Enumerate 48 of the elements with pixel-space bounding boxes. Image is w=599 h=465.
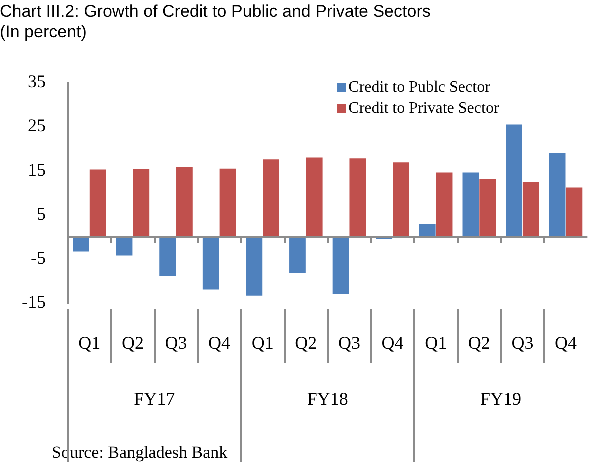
bar	[419, 224, 436, 238]
bar	[202, 237, 220, 290]
bar	[220, 168, 236, 238]
bar	[246, 237, 263, 296]
x-tick-label: Q1	[252, 332, 274, 353]
text: FY18	[307, 389, 348, 410]
x-tick-label: Q3	[165, 332, 188, 353]
bar	[290, 237, 306, 274]
bar	[133, 169, 150, 238]
bar	[160, 237, 176, 276]
bar	[332, 237, 350, 294]
bar	[549, 153, 566, 238]
bar	[480, 178, 496, 238]
x-tick-label: Q2	[468, 332, 490, 353]
x-tick-label: Q1	[425, 332, 448, 353]
x-tick-label: Q4	[555, 332, 577, 353]
bar	[566, 188, 583, 238]
x-tick-label: Q4	[208, 332, 231, 353]
x-tick-label: Q3	[338, 332, 360, 353]
x-tick-label: Q1	[78, 332, 101, 353]
bar	[393, 162, 410, 238]
x-tick-label: Q3	[512, 332, 534, 353]
bar	[90, 170, 106, 238]
chart-title: Chart III.2: Growth of Credit to Public and Private Sectors	[0, 2, 431, 21]
y-tick-label: -5	[30, 248, 46, 268]
y-tick-label: 5	[36, 204, 46, 224]
x-tick-label: Q2	[295, 332, 318, 353]
bar	[176, 167, 193, 238]
bar	[306, 158, 323, 238]
bar	[522, 182, 540, 238]
bar	[462, 172, 480, 238]
bar	[73, 237, 90, 252]
bar	[436, 172, 453, 238]
x-tick-label: Q4	[382, 332, 404, 353]
y-tick-label: 15	[28, 160, 46, 180]
bar	[350, 158, 366, 238]
y-tick-label: 35	[28, 72, 46, 92]
x-tick-label: Q2	[122, 332, 144, 353]
y-tick-label: 25	[28, 116, 46, 136]
y-tick-label: -15	[22, 292, 46, 312]
text: FY17	[134, 389, 176, 410]
legend-label: Credit to Publc Sector	[348, 78, 492, 98]
chart-subtitle: (In percent)	[0, 22, 87, 42]
bar	[506, 124, 522, 238]
text: FY19	[480, 389, 522, 410]
legend-label: Credit to Private Sector	[348, 98, 500, 119]
bar	[263, 160, 280, 238]
bar	[116, 237, 133, 256]
